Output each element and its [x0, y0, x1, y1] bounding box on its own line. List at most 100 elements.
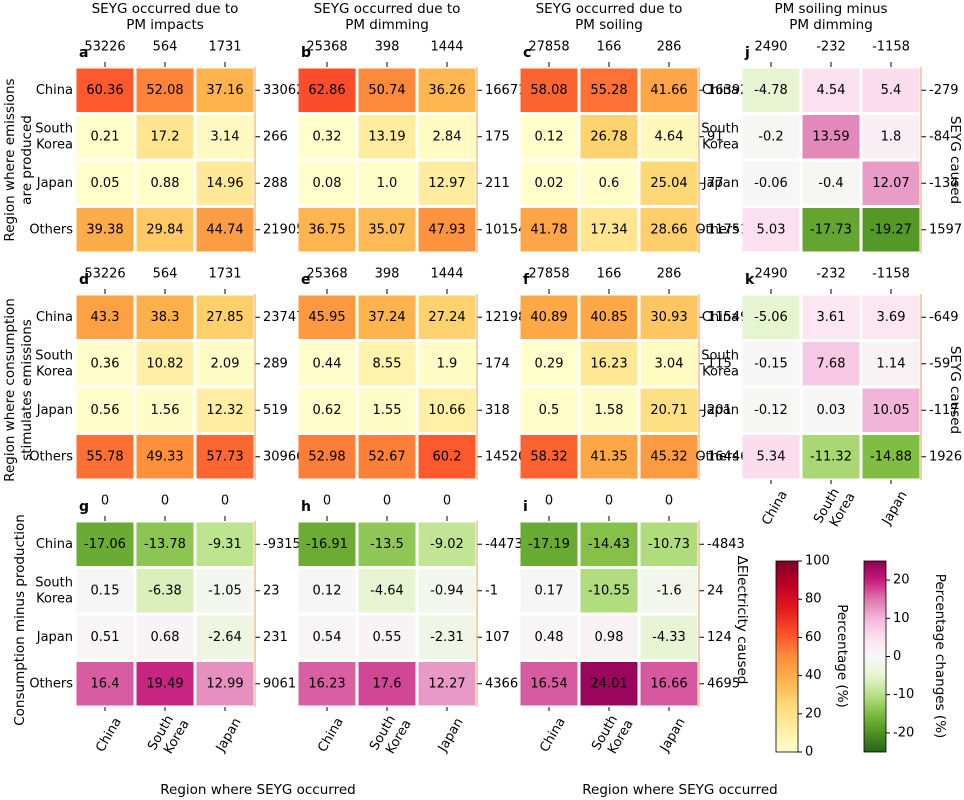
cell-value-label: 52.98	[308, 449, 345, 464]
row-total-label: 107	[485, 630, 510, 645]
col-total-label: -232	[816, 40, 846, 55]
cell-value-label: 52.08	[146, 83, 183, 98]
col-total-label: 53226	[84, 40, 125, 55]
panel-i: i 0 0 0 -17.19 -14.43 -10.73 -4843 0.17 -10.55 -1.…	[520, 494, 745, 757]
heatmap-cell	[640, 115, 698, 159]
row-total-label: 4366	[485, 676, 518, 691]
heatmap-cell	[196, 569, 254, 613]
y-category-label: China	[36, 537, 73, 552]
heatmap-cell	[358, 208, 416, 252]
panel-letter-c: c	[523, 45, 531, 61]
heatmap-cell	[136, 522, 194, 566]
cell-value-label: 0.05	[91, 176, 120, 191]
cell-value-label: 0.51	[91, 630, 120, 645]
panel-f: f 27858 166 286 40.89 40.85 30.93 11549 0.29 16.2…	[520, 267, 748, 480]
heatmap-cell	[580, 569, 638, 613]
cell-value-label: 0.6	[599, 176, 620, 191]
colorbar-tick-label: -20	[893, 725, 914, 740]
cell-value-label: -0.2	[758, 129, 783, 144]
cell-value-label: 35.07	[368, 222, 405, 237]
panel-title-b-line1: SEYG occurred due to	[314, 1, 461, 17]
heatmap-cell	[640, 615, 698, 659]
heatmap-cell	[418, 388, 476, 432]
cell-value-label: 38.3	[151, 310, 180, 325]
panel-title-a-line1: SEYG occurred due to	[92, 1, 239, 17]
col-total-label: 27858	[528, 267, 569, 282]
heatmap-cell	[196, 68, 254, 112]
col-total-label: -232	[816, 267, 846, 282]
row-total-label: 77	[707, 176, 724, 191]
heatmap-cell	[358, 388, 416, 432]
cell-value-label: -4.64	[370, 583, 404, 598]
panel-k: k 2490 -232 -1158 -5.06 3.61 3.69 -649 -0.15 7.68…	[695, 267, 962, 530]
cell-value-label: -14.88	[870, 449, 912, 464]
heatmap-cell	[418, 68, 476, 112]
row-total-label: 12198	[485, 310, 526, 325]
heatmap-cell	[640, 342, 698, 386]
cell-value-label: 0.17	[535, 583, 564, 598]
cell-value-label: -17.19	[528, 537, 570, 552]
row-total-label: 16392	[707, 83, 748, 98]
heatmap-cell	[862, 115, 920, 159]
cell-value-label: 0.68	[151, 630, 180, 645]
row-total-label: 14520	[485, 449, 526, 464]
heatmap-cell	[358, 161, 416, 205]
right-label-bottom: ΔElectricity caused	[734, 556, 750, 685]
y-category-label: Japan	[36, 176, 73, 191]
heatmap-cell	[358, 615, 416, 659]
col-total-label: 0	[605, 494, 613, 509]
heatmap-cell	[76, 68, 134, 112]
cell-value-label: -10.55	[588, 583, 630, 598]
cell-value-label: -10.73	[648, 537, 690, 552]
cell-value-label: 1.14	[877, 356, 906, 371]
colorbar-tick-label: 20	[805, 706, 822, 721]
panel-title-j-line2: PM dimming	[789, 17, 873, 33]
heatmap-cell	[640, 161, 698, 205]
cell-value-label: -6.38	[148, 583, 182, 598]
heatmap-cell	[802, 161, 860, 205]
row-total-label: 318	[485, 403, 510, 418]
cell-value-label: -2.31	[430, 630, 464, 645]
heatmap-cell	[196, 615, 254, 659]
y-category-label: Korea	[36, 364, 73, 379]
heatmap-cell	[802, 295, 860, 339]
heatmap-cell	[196, 295, 254, 339]
heatmap-cell	[136, 115, 194, 159]
heatmap-cell	[76, 435, 134, 479]
row-total-label: -4473	[485, 537, 523, 552]
cell-value-label: -11.32	[810, 449, 852, 464]
heatmap-cell	[580, 68, 638, 112]
cell-value-label: 39.38	[86, 222, 123, 237]
heatmap-cell	[196, 115, 254, 159]
row-total-label: 24	[707, 583, 724, 598]
heatmap-cell	[76, 388, 134, 432]
cell-value-label: 47.93	[428, 222, 465, 237]
row-total-label: -134	[929, 176, 959, 191]
cell-value-label: 3.61	[817, 310, 846, 325]
right-label-middle: SEYG caused	[947, 346, 963, 434]
heatmap-cell	[580, 388, 638, 432]
cell-value-label: 44.74	[206, 222, 243, 237]
cell-value-label: 20.71	[650, 403, 687, 418]
col-total-label: 286	[657, 40, 682, 55]
y-category-label: South	[35, 121, 73, 136]
heatmap-cell	[418, 522, 476, 566]
cell-value-label: 4.64	[655, 129, 684, 144]
panel-j: j 2490 -232 -1158 -4.78 4.54 5.4 -279 -0.2 13.59 1…	[695, 40, 962, 253]
heatmap-cell	[862, 388, 920, 432]
heatmap-cell	[358, 435, 416, 479]
row-title-bottom: Consumption minus production	[12, 514, 28, 726]
row-total-label: 11751	[707, 222, 748, 237]
col-total-label: 0	[545, 494, 553, 509]
cell-value-label: 49.33	[146, 449, 183, 464]
col-total-label: 25368	[306, 40, 347, 55]
heatmap-cell	[418, 435, 476, 479]
heatmap-cell	[802, 115, 860, 159]
heatmap-cell	[298, 522, 356, 566]
colorbar-percent-bar	[775, 560, 799, 753]
heatmap-cell	[358, 342, 416, 386]
colorbar-percent: 0 20 40 60 80 100	[775, 554, 830, 760]
y-category-label: South	[701, 348, 739, 363]
row-total-label: 30966	[263, 449, 304, 464]
